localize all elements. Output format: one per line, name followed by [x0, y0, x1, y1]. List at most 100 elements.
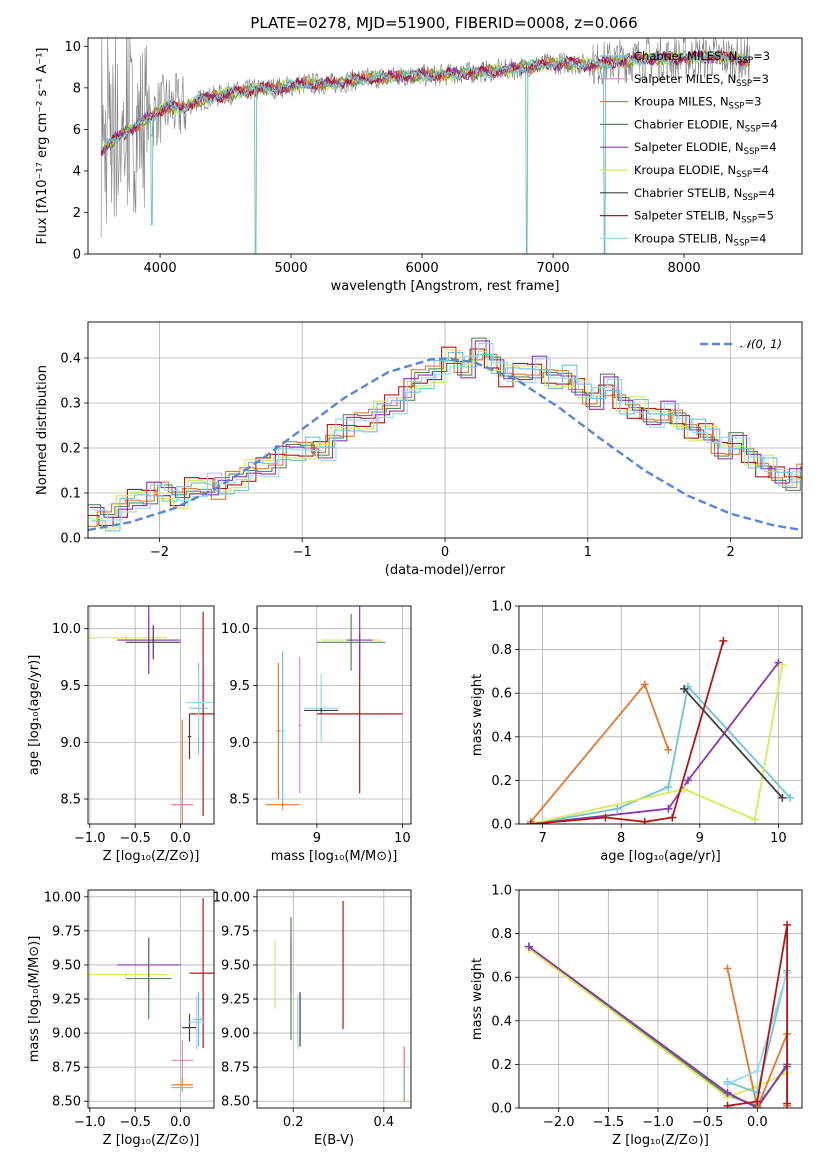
x-axis-label: Z [log₁₀(Z/Z⊙)]	[612, 1133, 709, 1148]
y-tick-label: 9.75	[52, 924, 81, 939]
histogram-legend: 𝒩(0, 1)	[700, 337, 782, 351]
weight-marker	[684, 776, 693, 785]
x-tick-label: 8	[617, 831, 625, 846]
legend-entry: Chabrier MILES, NSSP=3	[634, 49, 770, 66]
weight-line	[530, 664, 784, 824]
weight-marker	[750, 815, 759, 824]
weight-line	[528, 948, 788, 1099]
axes-frame-mass_vs_ebv	[256, 889, 412, 1109]
weight-marker	[783, 920, 792, 929]
histogram-step	[88, 353, 802, 527]
weight-marker	[753, 1088, 762, 1097]
spectrum-model-line	[100, 49, 751, 254]
histogram-step	[88, 349, 802, 529]
x-axis-label: (data-model)/error	[385, 563, 506, 578]
axes-frame-spectrum	[87, 37, 803, 255]
weight-line	[683, 688, 783, 799]
x-tick-label: 8000	[668, 261, 701, 276]
y-tick-label: 10	[64, 40, 81, 55]
y-axis-label: mass [log₁₀(M/M⊙)]	[27, 936, 42, 1063]
axes-frame-mass_weight_vs_age	[518, 605, 803, 825]
spectrum-legend: Chabrier MILES, NSSP=3 Salpeter MILES, NS…	[600, 49, 778, 248]
weight-marker	[753, 1097, 762, 1106]
x-tick-label: 0.0	[170, 831, 191, 846]
x-tick-label: 1	[584, 545, 592, 560]
x-tick-label: 0.0	[170, 1115, 191, 1130]
y-axis-label: Normed distribution	[35, 365, 50, 495]
y-tick-label: 8.75	[52, 1061, 81, 1076]
y-tick-label: 0.1	[60, 487, 81, 502]
x-tick-label: 2	[726, 545, 734, 560]
y-tick-label: 8.50	[221, 1095, 250, 1110]
errorbar-plot	[265, 606, 403, 811]
legend-entry: Chabrier STELIB, NSSP=4	[634, 186, 775, 203]
x-tick-label: 10	[394, 831, 411, 846]
weight-line	[530, 640, 725, 824]
spectrum-model-line	[100, 49, 750, 156]
histogram-step	[91, 352, 802, 532]
y-tick-label: 0.8	[491, 643, 512, 658]
legend-entry: Kroupa STELIB, NSSP=4	[634, 231, 766, 248]
y-tick-label: 0.2	[491, 774, 512, 789]
weight-line	[528, 945, 788, 1108]
spectrum-plot	[100, 38, 751, 254]
axes-spectrum: 4000 5000 6000 7000 8000 0 2 4 6 8 10	[64, 40, 700, 276]
x-tick-label: 7000	[537, 261, 570, 276]
x-tick-label: 0.0	[747, 1115, 768, 1130]
x-tick-label: 0	[441, 545, 449, 560]
y-tick-label: 9.25	[52, 993, 81, 1008]
x-tick-label: 0.4	[373, 1115, 394, 1130]
y-tick-label: 1.0	[491, 600, 512, 615]
x-axis-label: age [log₁₀(age/yr)]	[600, 849, 721, 864]
weight-marker	[719, 636, 728, 645]
spectrum-data-line	[100, 38, 750, 238]
weight-marker	[664, 782, 673, 791]
y-tick-label: 8.5	[229, 793, 250, 808]
y-tick-label: 4	[73, 164, 81, 179]
histogram-step	[88, 337, 802, 516]
legend-entry: Salpeter MILES, NSSP=3	[634, 72, 769, 89]
axes-frame-mass_vs_Z	[87, 889, 215, 1109]
y-tick-label: 9.50	[52, 958, 81, 973]
axes-mass_vs_ebv: 0.2 0.4 8.50 8.75 9.00 9.25 9.50 9.75 10.00	[213, 890, 411, 1130]
x-axis-label: wavelength [Angstrom, rest frame]	[331, 279, 560, 294]
gaussian-curve	[88, 357, 802, 532]
histogram-step	[89, 340, 802, 518]
y-tick-label: 9.0	[229, 736, 250, 751]
x-tick-label: 9	[313, 831, 321, 846]
errorbar-plot	[274, 900, 405, 1102]
weight-plot	[524, 920, 792, 1108]
y-tick-label: 1.0	[491, 884, 512, 899]
y-tick-label: 10.0	[221, 622, 250, 637]
y-tick-label: 0.4	[491, 730, 512, 745]
x-tick-label: 4000	[144, 261, 177, 276]
histogram-step	[93, 343, 802, 521]
errorbar-plot	[88, 606, 214, 824]
axes-mass_weight_vs_age: 7 8 9 10 0.0 0.2 0.4 0.6 0.8 1.0	[491, 600, 802, 846]
y-tick-label: 9.25	[221, 993, 250, 1008]
y-axis-label: mass weight	[470, 674, 485, 756]
x-axis-label: mass [log₁₀(M/M⊙)]	[271, 849, 398, 864]
legend-entry: Kroupa ELODIE, NSSP=4	[634, 163, 769, 180]
x-tick-label: 9	[696, 831, 704, 846]
y-tick-label: 9.00	[52, 1027, 81, 1042]
x-tick-label: −1	[293, 545, 312, 560]
weight-marker	[778, 793, 787, 802]
weight-marker	[786, 793, 795, 802]
legend-entry: Salpeter ELODIE, NSSP=4	[634, 140, 777, 157]
y-tick-label: 8	[73, 81, 81, 96]
x-tick-label: 0.2	[283, 1115, 304, 1130]
weight-marker	[723, 964, 732, 973]
x-tick-label: 5000	[275, 261, 308, 276]
x-tick-label: −0.5	[119, 831, 151, 846]
weight-marker	[723, 1088, 732, 1097]
weight-marker	[640, 680, 649, 689]
y-tick-label: 0.8	[491, 927, 512, 942]
legend-entry: Salpeter STELIB, NSSP=5	[634, 209, 774, 226]
y-tick-label: 0.4	[60, 352, 81, 367]
axes-mass_vs_Z: −1.0 −0.5 0.0 8.50 8.75 9.00 9.25 9.50 9.75 10.00	[44, 890, 214, 1130]
y-tick-label: 0.0	[60, 532, 81, 547]
figure-title: PLATE=0278, MJD=51900, FIBERID=0008, z=0…	[250, 14, 637, 32]
x-tick-label: 6000	[406, 261, 439, 276]
weight-marker	[723, 1080, 732, 1089]
